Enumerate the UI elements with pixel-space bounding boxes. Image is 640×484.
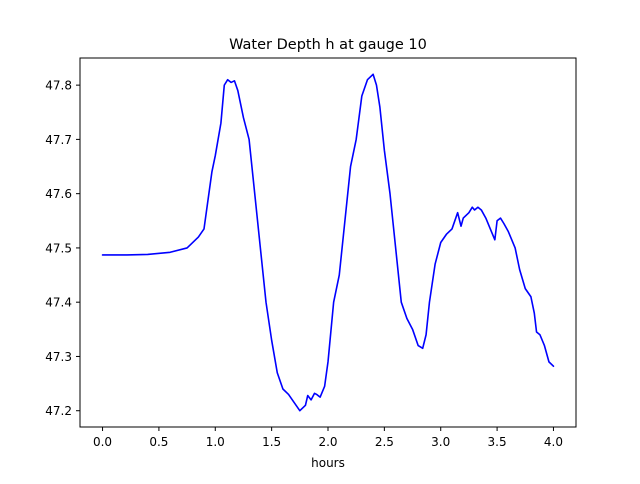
plot-area	[101, 73, 555, 412]
x-tick-label: 3.5	[488, 435, 507, 449]
x-tick-label: 4.0	[544, 435, 563, 449]
plot-frame	[79, 57, 577, 428]
y-tick-label: 47.8	[45, 79, 72, 93]
series-line-0	[101, 73, 555, 412]
chart-title: Water Depth h at gauge 10	[229, 37, 427, 53]
y-tick-label: 47.2	[45, 404, 72, 418]
x-tick-label: 0.0	[93, 435, 112, 449]
x-tick-label: 3.0	[431, 435, 450, 449]
y-tick-label: 47.5	[45, 241, 72, 255]
x-axis-label: hours	[311, 456, 345, 470]
y-tick-label: 47.6	[45, 187, 72, 201]
y-tick-label: 47.3	[45, 350, 72, 364]
y-tick-label: 47.4	[45, 296, 72, 310]
y-tick-label: 47.7	[45, 133, 72, 147]
x-tick-label: 2.5	[375, 435, 394, 449]
x-tick-label: 0.5	[149, 435, 168, 449]
x-tick-label: 1.5	[262, 435, 281, 449]
axis-ticks: 0.0 0.5 1.0 1.5 2.0 2.5 3.0 3.5 4.0 47.2 47.3 47.4 4…	[45, 79, 563, 449]
x-tick-label: 2.0	[318, 435, 337, 449]
x-tick-label: 1.0	[206, 435, 225, 449]
